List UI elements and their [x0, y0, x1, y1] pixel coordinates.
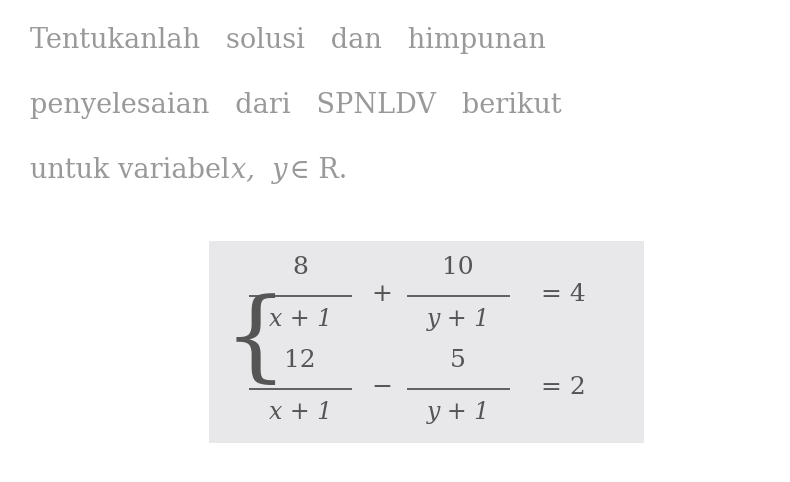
Text: = 4: = 4	[541, 283, 586, 306]
Text: 8: 8	[292, 256, 308, 279]
FancyBboxPatch shape	[209, 241, 644, 443]
Text: Tentukanlah   solusi   dan   himpunan: Tentukanlah solusi dan himpunan	[30, 27, 546, 54]
Text: y + 1: y + 1	[427, 401, 490, 424]
Text: 12: 12	[284, 349, 316, 372]
Text: 5: 5	[450, 349, 466, 372]
Text: ∈ R.: ∈ R.	[281, 157, 348, 184]
Text: y + 1: y + 1	[427, 308, 490, 331]
Text: untuk variabel: untuk variabel	[30, 157, 239, 184]
Text: −: −	[371, 376, 392, 399]
Text: penyelesaian   dari   SPNLDV   berikut: penyelesaian dari SPNLDV berikut	[30, 92, 562, 119]
Text: x + 1: x + 1	[269, 308, 332, 331]
Text: x + 1: x + 1	[269, 401, 332, 424]
Text: = 2: = 2	[541, 376, 586, 399]
Text: {: {	[224, 295, 288, 390]
Text: x,  y: x, y	[231, 157, 288, 184]
Text: 10: 10	[442, 256, 474, 279]
Text: +: +	[371, 283, 392, 306]
